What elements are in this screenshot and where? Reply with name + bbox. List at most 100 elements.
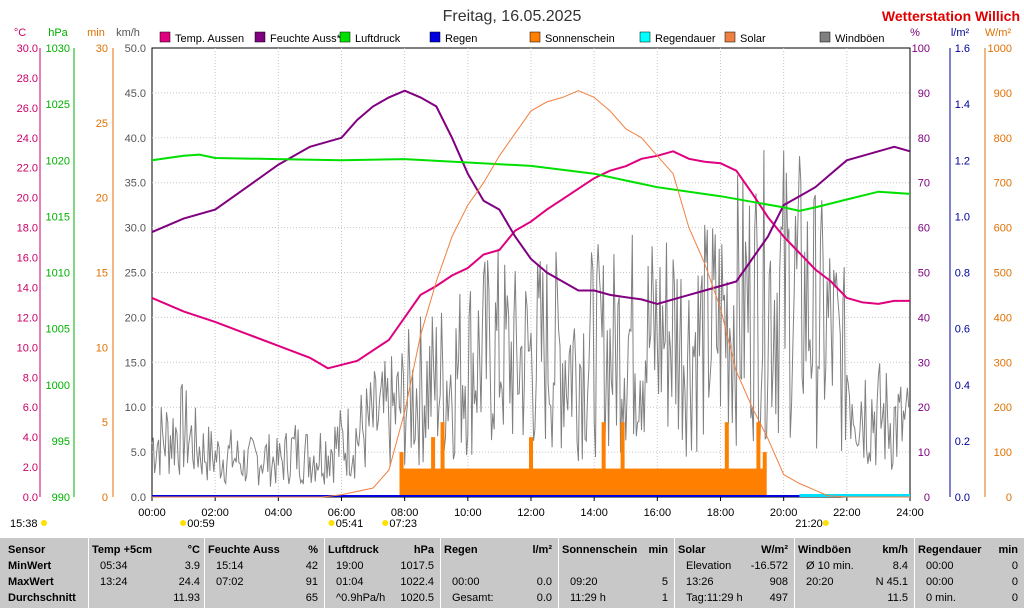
x-tick-label: 02:00 [201, 507, 229, 519]
x-tick-label: 00:00 [138, 507, 166, 519]
axis-tick-temp: 18.0 [17, 223, 38, 235]
stats-time: 01:04 [336, 576, 364, 588]
sunshine-bar [529, 437, 533, 497]
axis-tick-temp: 14.0 [17, 282, 38, 294]
axis-tick-wm2: 400 [994, 312, 1012, 324]
axis-tick-wm2: 1000 [988, 43, 1012, 55]
rain-duration-bar [799, 494, 910, 497]
legend-label-6: Solar [740, 33, 766, 45]
stats-time: 13:26 [686, 576, 714, 588]
axis-tick-wm2: 300 [994, 357, 1012, 369]
axis-tick-pct: 90 [918, 88, 930, 100]
axis-unit-temp: °C [14, 27, 26, 39]
axis-tick-pct: 30 [918, 357, 930, 369]
stats-unit: km/h [882, 544, 908, 556]
axis-tick-pct: 20 [918, 402, 930, 414]
axis-tick-wm2: 500 [994, 268, 1012, 280]
stats-separator [558, 538, 559, 608]
axis-tick-kmh: 40.0 [125, 133, 146, 145]
legend-label-2: Luftdruck [355, 33, 401, 45]
axis-tick-press: 1025 [46, 99, 70, 111]
stats-value: -16.572 [750, 560, 788, 572]
axis-tick-wm2: 700 [994, 178, 1012, 190]
row-label-min: MinWert [8, 560, 52, 572]
stats-time: 09:20 [570, 576, 598, 588]
row-label-max: MaxWert [8, 576, 54, 588]
stats-section-4: Sonnenschein min 09:20 5 11:29 h 1 [562, 538, 672, 608]
axis-tick-temp: 4.0 [23, 432, 38, 444]
stats-header: Sonnenschein [562, 544, 638, 556]
axis-tick-kmh: 50.0 [125, 43, 146, 55]
stats-separator [324, 538, 325, 608]
axis-tick-min: 15 [96, 268, 108, 280]
x-tick-label: 14:00 [580, 507, 608, 519]
axis-tick-kmh: 20.0 [125, 312, 146, 324]
x-tick-label: 10:00 [454, 507, 482, 519]
stats-time: 13:24 [100, 576, 128, 588]
stats-time: 0 min. [926, 592, 956, 604]
axis-tick-press: 990 [52, 492, 70, 504]
series-windboeen [151, 150, 910, 487]
axis-tick-lm2: 0.6 [955, 324, 970, 336]
axis-unit-press: hPa [48, 27, 68, 39]
axis-tick-kmh: 35.0 [125, 178, 146, 190]
stats-value: 1022.4 [400, 576, 434, 588]
legend-swatch-1 [254, 31, 266, 43]
stats-value: 0.0 [536, 592, 552, 604]
stats-value: 0 [1011, 560, 1018, 572]
legend-label-3: Regen [445, 33, 477, 45]
axis-tick-temp: 20.0 [17, 193, 38, 205]
sunshine-bar [756, 422, 761, 497]
legend-swatch-7 [819, 31, 831, 43]
stats-separator [204, 538, 205, 608]
marker-time-3: 07:23 [389, 518, 417, 530]
stats-value: 11.93 [173, 592, 200, 604]
axis-tick-min: 25 [96, 118, 108, 130]
stats-separator [914, 538, 915, 608]
axis-tick-min: 30 [96, 43, 108, 55]
x-tick-label: 12:00 [517, 507, 545, 519]
stats-value: 1017.5 [400, 560, 434, 572]
axis-tick-wm2: 100 [994, 447, 1012, 459]
stats-separator [440, 538, 441, 608]
axis-tick-press: 995 [52, 436, 70, 448]
series-press [151, 153, 911, 212]
legend-swatch-6 [724, 31, 736, 43]
stats-section-7: Regendauer min 00:00 0 00:00 0 0 min. 0 [918, 538, 1022, 608]
axis-tick-lm2: 0.2 [955, 436, 970, 448]
x-tick-label: 06:00 [328, 507, 356, 519]
legend-label-5: Regendauer [655, 33, 716, 45]
axis-unit-wm2: W/m² [985, 27, 1012, 39]
axis-tick-lm2: 0.4 [955, 380, 970, 392]
x-tick-label: 24:00 [896, 507, 924, 519]
stats-time: 00:00 [926, 576, 954, 588]
stats-header: Windböen [798, 544, 852, 556]
marker-dot-4 [822, 520, 829, 526]
stats-unit: min [998, 544, 1018, 556]
x-tick-label: 16:00 [644, 507, 672, 519]
stats-value: 497 [769, 592, 788, 604]
stats-value: 0 [1011, 592, 1018, 604]
legend-swatch-0 [159, 31, 171, 43]
marker-time-0: 15:38 [10, 518, 38, 530]
stats-time: Gesamt: [452, 592, 494, 604]
stats-time: 20:20 [806, 576, 834, 588]
marker-time-2: 05:41 [336, 518, 364, 530]
stats-value: 0.0 [536, 576, 552, 588]
stats-value: N 45.1 [875, 576, 908, 588]
sunshine-bar [399, 452, 404, 497]
axis-tick-press: 1030 [46, 43, 70, 55]
axis-tick-temp: 22.0 [17, 163, 38, 175]
legend-swatch-4 [529, 31, 541, 43]
stats-table: Sensor MinWert MaxWert Durchschnitt Temp… [0, 538, 1024, 608]
x-tick-label: 08:00 [391, 507, 419, 519]
axis-tick-lm2: 1.2 [955, 155, 970, 167]
sunshine-bar [762, 452, 767, 497]
marker-dot-2 [328, 520, 335, 526]
x-tick-label: 04:00 [265, 507, 293, 519]
axis-tick-lm2: 0.0 [955, 492, 970, 504]
sunshine-bar [724, 422, 729, 497]
marker-time-4: 21:20 [795, 518, 823, 530]
stats-time: Elevation [686, 560, 732, 572]
axis-tick-temp: 24.0 [17, 133, 38, 145]
